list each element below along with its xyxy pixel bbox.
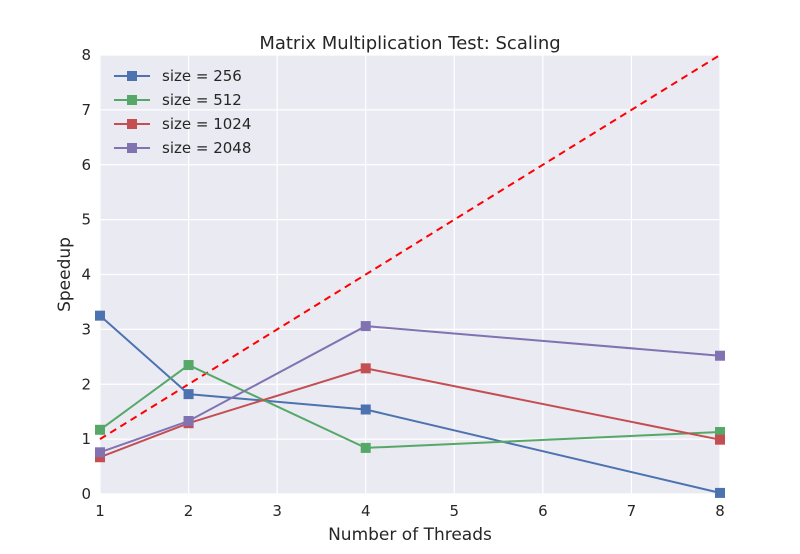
y-tick-label: 0 bbox=[81, 485, 91, 503]
legend-marker bbox=[127, 143, 137, 153]
y-tick-label: 8 bbox=[81, 46, 91, 64]
data-point bbox=[715, 434, 725, 445]
legend-item: size = 256 bbox=[114, 67, 242, 85]
legend-item: size = 2048 bbox=[114, 139, 251, 157]
legend-label: size = 512 bbox=[162, 91, 242, 109]
legend-label: size = 1024 bbox=[162, 115, 251, 133]
data-point bbox=[183, 416, 194, 427]
x-tick-label: 2 bbox=[184, 502, 194, 520]
data-point bbox=[95, 310, 105, 321]
data-point bbox=[715, 487, 725, 498]
legend: size = 256 size = 512 size = 1024 size = 20… bbox=[114, 67, 251, 157]
legend-item: size = 512 bbox=[114, 91, 242, 109]
x-axis-label: Number of Threads bbox=[328, 525, 492, 545]
data-point bbox=[183, 360, 194, 371]
data-point bbox=[360, 321, 371, 332]
x-tick-label: 4 bbox=[361, 502, 371, 520]
ideal-speedup-line bbox=[99, 54, 721, 440]
y-tick-label: 5 bbox=[81, 211, 91, 229]
legend-label: size = 256 bbox=[162, 67, 242, 85]
data-point bbox=[360, 363, 371, 374]
y-axis-label: Speedup bbox=[55, 237, 75, 312]
x-tick-label: 1 bbox=[95, 502, 105, 520]
series-group bbox=[95, 310, 725, 498]
legend-label: size = 2048 bbox=[162, 139, 251, 157]
legend-marker bbox=[127, 119, 137, 129]
data-point bbox=[715, 350, 725, 361]
series-line bbox=[99, 363, 721, 449]
reference-line-group bbox=[99, 54, 721, 440]
legend-marker bbox=[127, 95, 137, 105]
x-tick-label: 3 bbox=[272, 502, 282, 520]
y-tick-label: 1 bbox=[81, 430, 91, 448]
data-point bbox=[95, 447, 105, 458]
legend-item: size = 1024 bbox=[114, 115, 251, 133]
series-4 bbox=[95, 321, 725, 458]
data-point bbox=[183, 389, 194, 400]
y-tick-label: 4 bbox=[81, 266, 91, 284]
series-line bbox=[99, 325, 721, 454]
series-line bbox=[99, 367, 721, 459]
x-tick-label: 7 bbox=[627, 502, 637, 520]
data-point bbox=[360, 442, 371, 453]
data-point bbox=[95, 424, 105, 435]
data-point bbox=[360, 404, 371, 415]
y-tick-label: 2 bbox=[81, 375, 91, 393]
x-tick-label: 5 bbox=[450, 502, 460, 520]
legend-marker bbox=[127, 71, 137, 81]
series-2 bbox=[95, 360, 725, 453]
series-1 bbox=[95, 310, 725, 498]
x-tick-label: 6 bbox=[538, 502, 548, 520]
x-tick-label: 8 bbox=[715, 502, 725, 520]
y-tick-label: 3 bbox=[81, 320, 91, 338]
grid-lines bbox=[99, 54, 721, 495]
chart-title: Matrix Multiplication Test: Scaling bbox=[259, 33, 560, 54]
y-tick-label: 7 bbox=[81, 101, 91, 119]
y-tick-label: 6 bbox=[81, 156, 91, 174]
data-point bbox=[715, 426, 725, 437]
series-line bbox=[99, 314, 721, 494]
